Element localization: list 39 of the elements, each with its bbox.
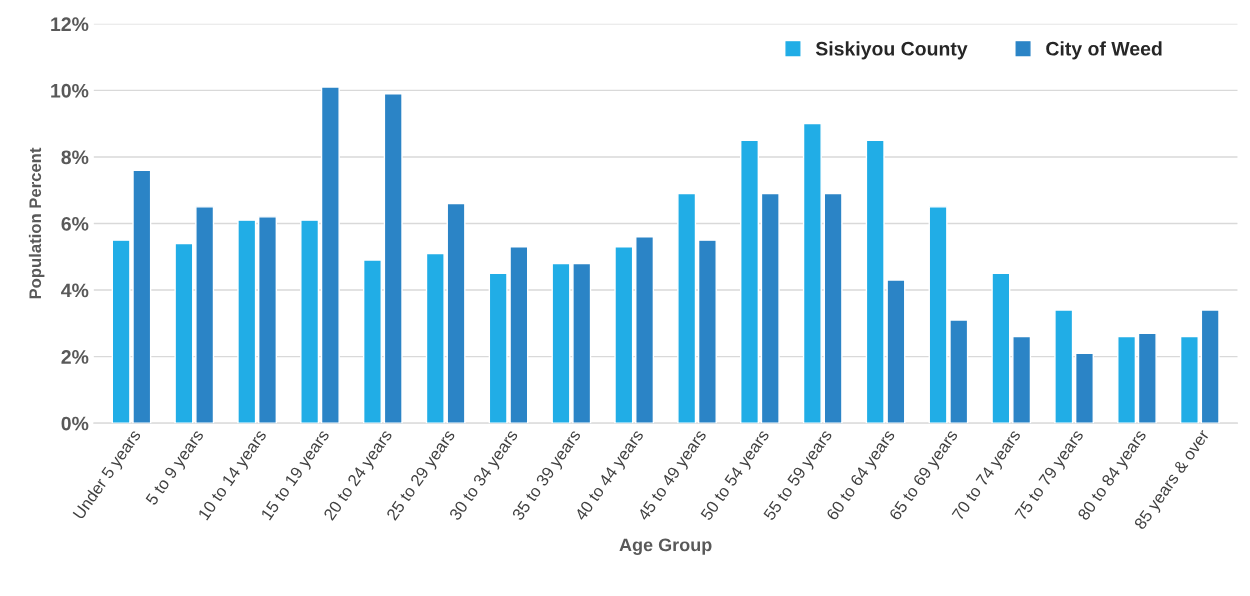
bar <box>383 93 403 424</box>
bar <box>635 236 655 424</box>
bar <box>195 206 215 424</box>
bar <box>572 262 592 424</box>
x-axis-title: Age Group <box>619 538 712 555</box>
bar <box>237 219 257 424</box>
y-tick-label: 8% <box>61 150 89 165</box>
bar <box>823 192 843 424</box>
legend-label: Siskiyou County <box>815 41 968 60</box>
bar <box>760 192 780 424</box>
bar <box>677 192 697 424</box>
bar <box>174 242 194 424</box>
bar <box>1012 335 1032 424</box>
bar <box>1054 309 1074 424</box>
bar <box>320 86 340 424</box>
bar <box>740 139 760 424</box>
y-tick-label: 10% <box>51 83 89 98</box>
y-axis-title: Population Percent <box>28 147 45 299</box>
y-tick-label: 2% <box>61 350 89 364</box>
y-tick-label: 6% <box>61 216 89 231</box>
bar <box>614 246 634 424</box>
bar <box>1200 309 1220 424</box>
bar <box>802 122 822 424</box>
legend-label: City of Weed <box>1046 41 1162 60</box>
y-tick-label: 12% <box>51 17 89 32</box>
bar <box>1137 332 1157 424</box>
bar <box>551 262 571 424</box>
bar <box>1179 335 1199 424</box>
bar <box>697 239 717 424</box>
bar <box>991 272 1011 424</box>
bar <box>1074 352 1094 424</box>
bar <box>1117 335 1137 424</box>
bar <box>446 202 466 424</box>
bar <box>425 252 445 424</box>
bar <box>258 216 278 424</box>
y-tick-label: 4% <box>61 283 89 298</box>
bar <box>362 259 382 424</box>
bar <box>300 219 320 424</box>
y-tick-label: 0% <box>61 416 89 431</box>
